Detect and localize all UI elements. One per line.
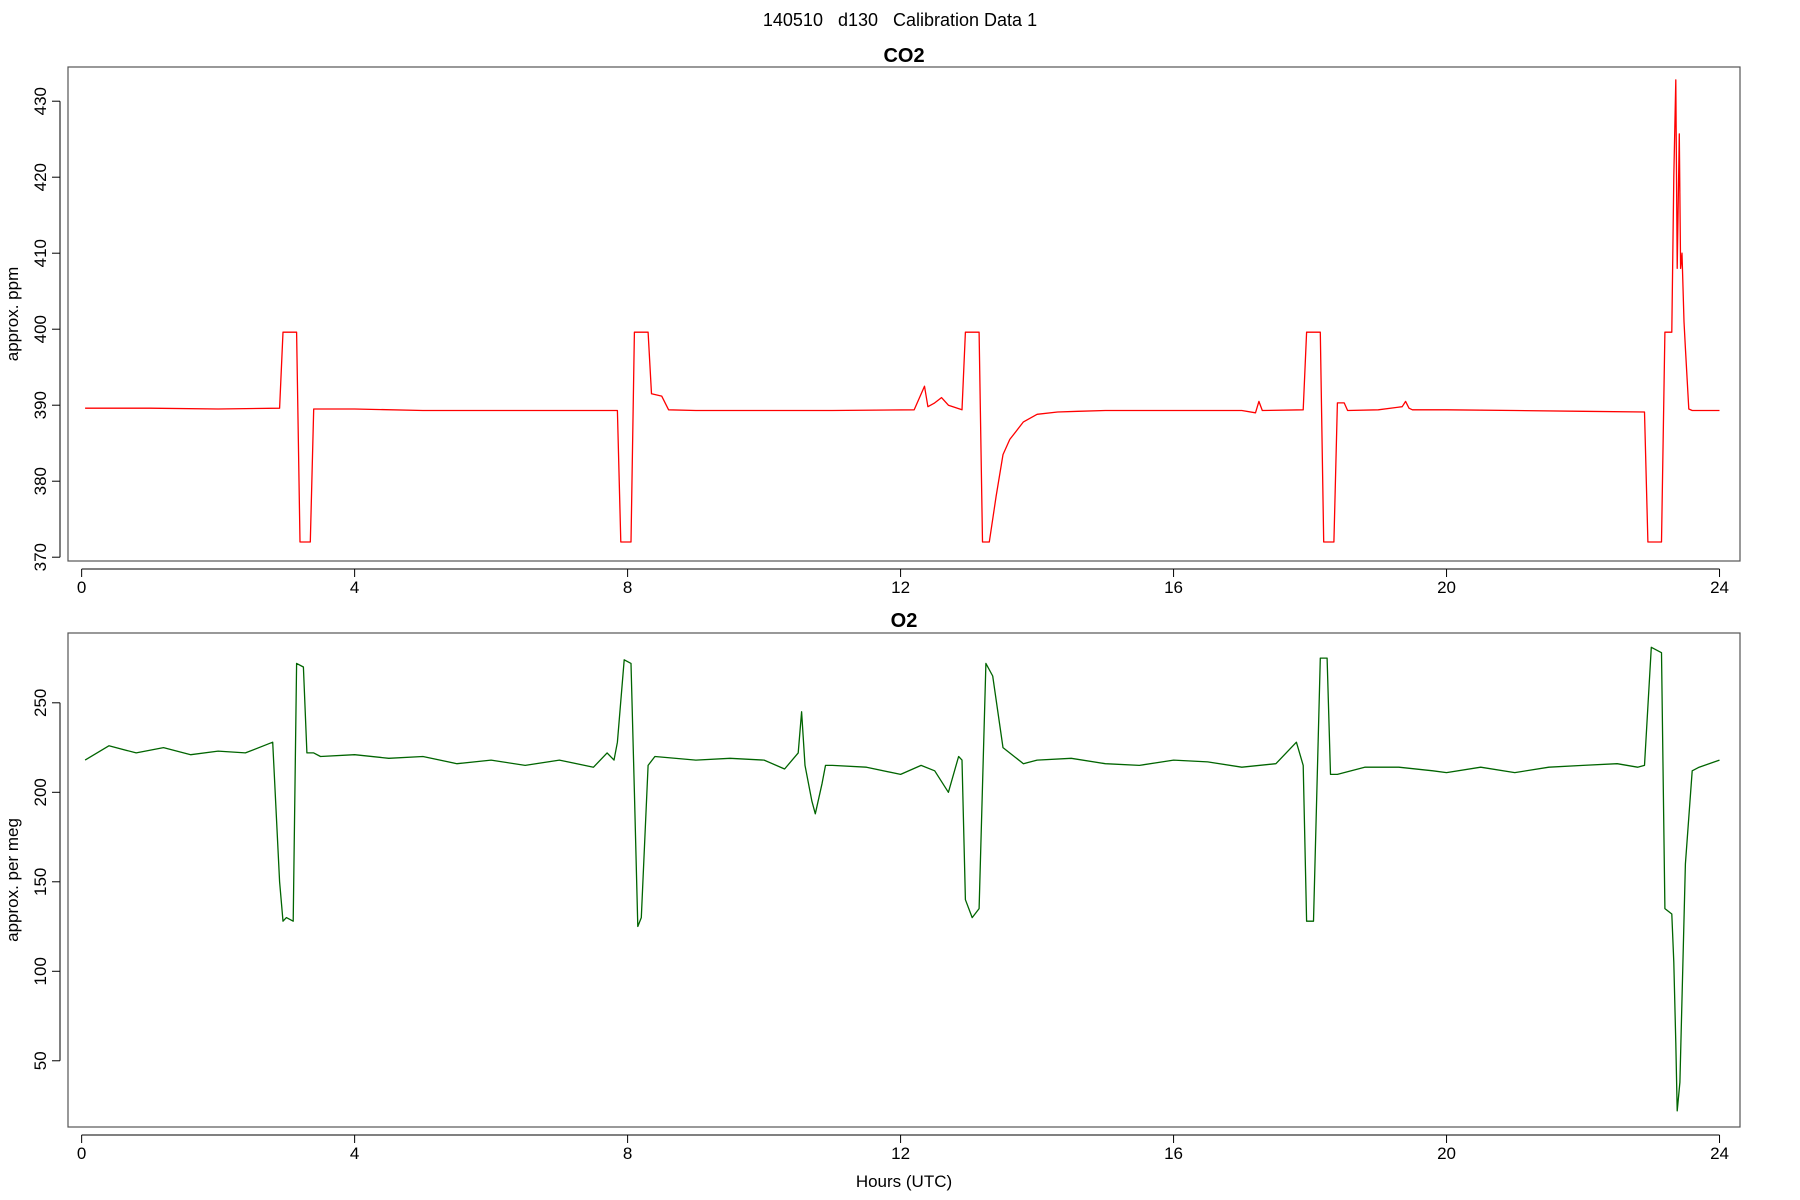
o2-x-tick-label: 0 bbox=[77, 1144, 86, 1163]
co2-y-tick-label: 380 bbox=[31, 467, 50, 495]
o2-x-tick-label: 12 bbox=[891, 1144, 910, 1163]
o2-x-axis-title: Hours (UTC) bbox=[856, 1172, 952, 1191]
o2-x-tick-label: 20 bbox=[1437, 1144, 1456, 1163]
co2-y-tick-label: 430 bbox=[31, 87, 50, 115]
o2-x-tick-label: 24 bbox=[1710, 1144, 1729, 1163]
co2-y-axis-title: approx. ppm bbox=[3, 267, 22, 362]
co2-x-tick-label: 4 bbox=[350, 578, 359, 597]
co2-y-tick-label: 370 bbox=[31, 543, 50, 571]
co2-plot-frame bbox=[67, 66, 1741, 562]
o2-x-tick-label: 16 bbox=[1164, 1144, 1183, 1163]
o2-y-tick-label: 150 bbox=[31, 868, 50, 896]
co2-x-tick-label: 8 bbox=[623, 578, 632, 597]
o2-x-tick-label: 8 bbox=[623, 1144, 632, 1163]
co2-x-tick-label: 24 bbox=[1710, 578, 1729, 597]
co2-y-tick-label: 400 bbox=[31, 315, 50, 343]
co2-y-tick-label: 410 bbox=[31, 239, 50, 267]
co2-y-tick-label: 390 bbox=[31, 391, 50, 419]
o2-y-tick-label: 100 bbox=[31, 957, 50, 985]
o2-y-tick-label: 250 bbox=[31, 689, 50, 717]
co2-x-tick-label: 16 bbox=[1164, 578, 1183, 597]
co2-x-tick-label: 20 bbox=[1437, 578, 1456, 597]
co2-x-tick-label: 12 bbox=[891, 578, 910, 597]
o2-y-tick-label: 50 bbox=[31, 1051, 50, 1070]
o2-x-tick-label: 4 bbox=[350, 1144, 359, 1163]
co2-y-tick-label: 420 bbox=[31, 163, 50, 191]
o2-chart-title: O2 bbox=[891, 610, 918, 632]
co2-x-tick-label: 0 bbox=[77, 578, 86, 597]
page-title: 140510 d130 Calibration Data 1 bbox=[762, 10, 1038, 30]
o2-y-axis-title: approx. per meg bbox=[3, 818, 22, 942]
co2-chart-title: CO2 bbox=[883, 45, 924, 67]
co2-series-line bbox=[85, 79, 1720, 543]
o2-plot-frame bbox=[67, 632, 1741, 1128]
o2-y-tick-label: 200 bbox=[31, 778, 50, 806]
o2-series-line bbox=[84, 646, 1720, 1112]
